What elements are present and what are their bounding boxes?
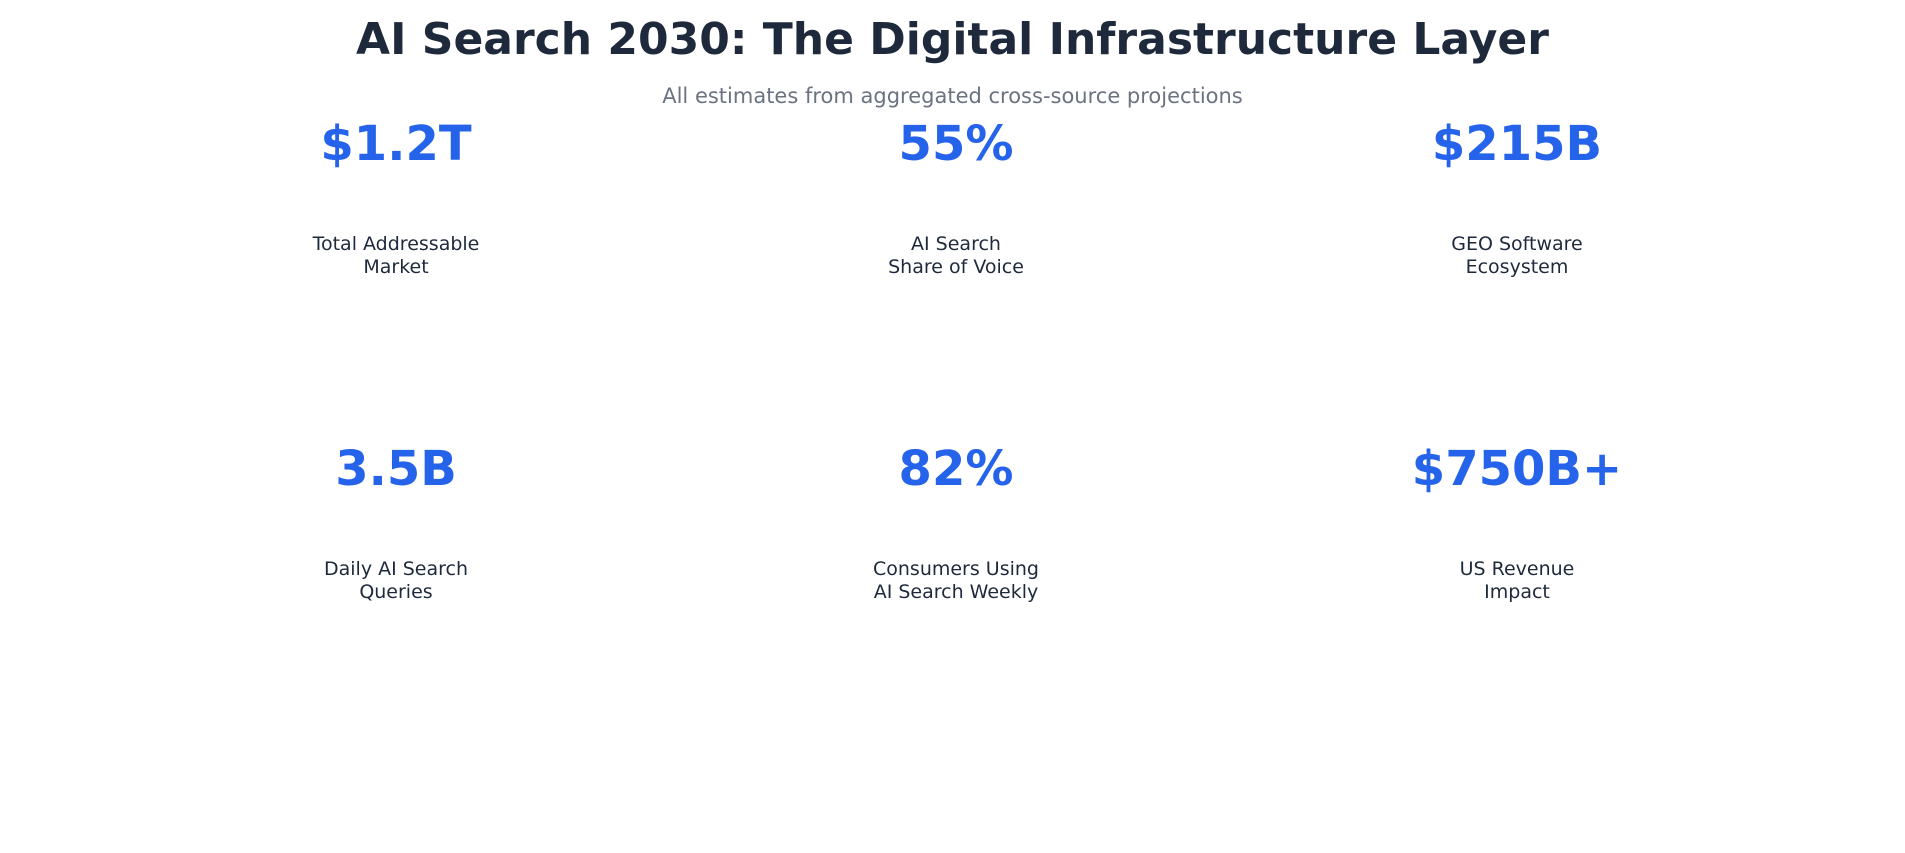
stat-label-line: Daily AI Search [323, 558, 469, 580]
stat-value-total-addressable-market: $1.2T [320, 116, 472, 172]
stat-value-consumers-using-ai-search-weekly: 82% [898, 441, 1014, 497]
stat-label-line: Total Addressable [312, 233, 480, 255]
stat-label-total-addressable-market: Total Addressable Market [196, 233, 596, 279]
stat-label-ai-search-share-of-voice: AI Search Share of Voice [756, 233, 1156, 279]
stat-label-line: Impact [1484, 581, 1550, 603]
stat-label-line: Share of Voice [888, 256, 1024, 278]
stat-label-daily-ai-search-queries: Daily AI Search Queries [196, 558, 596, 604]
stat-label-geo-software-ecosystem: GEO Software Ecosystem [1317, 233, 1717, 279]
stat-label-line: Consumers Using [872, 558, 1039, 580]
stat-value-us-revenue-impact: $750B+ [1411, 441, 1623, 497]
stat-label-line: AI Search [911, 233, 1001, 255]
stat-label-line: AI Search Weekly [873, 581, 1039, 603]
stat-label-line: US Revenue [1459, 558, 1575, 580]
stat-label-line: Market [363, 256, 429, 278]
stat-label-line: Queries [359, 581, 433, 603]
stat-label-consumers-using-ai-search-weekly: Consumers Using AI Search Weekly [756, 558, 1156, 604]
stat-label-line: GEO Software [1451, 233, 1583, 255]
page-subtitle: All estimates from aggregated cross-sour… [662, 84, 1243, 108]
stat-value-ai-search-share-of-voice: 55% [898, 116, 1014, 172]
stat-label-us-revenue-impact: US Revenue Impact [1317, 558, 1717, 604]
stat-label-line: Ecosystem [1465, 256, 1569, 278]
stat-value-daily-ai-search-queries: 3.5B [335, 441, 457, 497]
stat-value-geo-software-ecosystem: $215B [1431, 116, 1603, 172]
page-title: AI Search 2030: The Digital Infrastructu… [356, 14, 1549, 65]
